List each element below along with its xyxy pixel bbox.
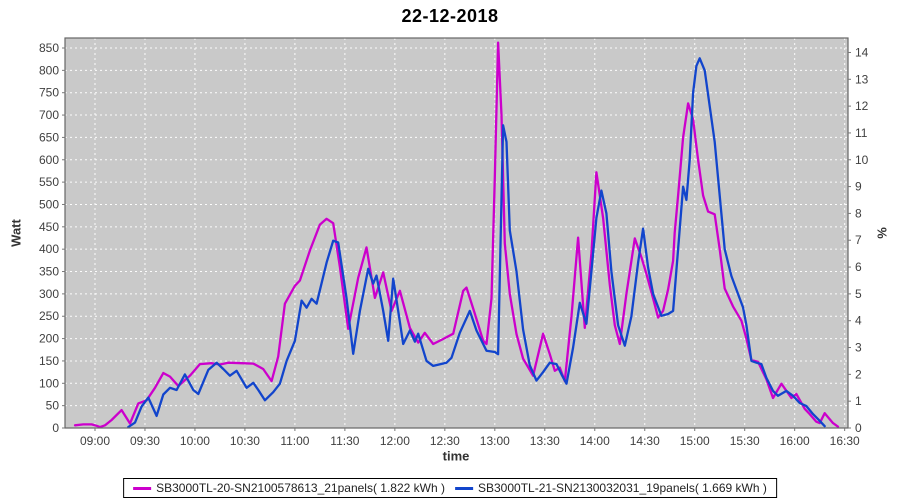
y-left-tick-label: 300 (39, 287, 59, 301)
series2-line-swatch (455, 486, 473, 490)
y-right-tick-label: 10 (855, 153, 869, 167)
chart-title: 22-12-2018 (401, 6, 499, 26)
y-right-tick-label: 5 (855, 287, 862, 301)
plot-background (65, 38, 848, 428)
legend-label-series2: SB3000TL-21-SN2130032031_19panels( 1.669… (478, 481, 767, 495)
y-right-tick-label: 13 (855, 72, 869, 86)
y-left-tick-label: 150 (39, 354, 59, 368)
x-tick-label: 09:30 (130, 434, 160, 448)
legend-label-series1: SB3000TL-20-SN2100578613_21panels( 1.822… (156, 481, 445, 495)
x-tick-label: 10:30 (230, 434, 260, 448)
x-tick-label: 11:00 (280, 434, 309, 448)
x-tick-label: 16:00 (780, 434, 810, 448)
x-tick-label: 14:30 (630, 434, 660, 448)
gridlines (65, 38, 848, 428)
y-right-tick-label: 1 (855, 394, 862, 408)
y-left-tick-label: 800 (39, 63, 59, 77)
tick-labels: 0501001502002503003504004505005506006507… (39, 41, 869, 448)
x-tick-label: 12:30 (430, 434, 460, 448)
y-left-tick-label: 500 (39, 197, 59, 211)
y-axis-label-left: Watt (8, 219, 24, 247)
x-tick-label: 15:30 (730, 434, 760, 448)
series1-line-swatch (133, 486, 152, 490)
y-right-tick-label: 12 (855, 99, 869, 113)
x-tick-label: 13:00 (480, 434, 510, 448)
legend-item-series1: SB3000TL-20-SN2100578613_21panels( 1.822… (133, 481, 445, 495)
y-left-tick-label: 600 (39, 153, 59, 167)
y-left-tick-label: 0 (52, 421, 59, 435)
y-left-tick-label: 100 (39, 376, 59, 390)
series-line-1 (73, 41, 840, 429)
y-right-tick-label: 9 (855, 180, 862, 194)
x-tick-label: 11:30 (330, 434, 359, 448)
y-right-tick-label: 14 (855, 45, 869, 59)
y-right-tick-label: 4 (855, 314, 862, 328)
y-right-tick-label: 0 (855, 421, 862, 435)
y-right-tick-label: 11 (855, 126, 868, 140)
y-left-tick-label: 550 (39, 175, 59, 189)
x-tick-label: 13:30 (530, 434, 560, 448)
y-right-tick-label: 6 (855, 260, 862, 274)
y-left-tick-label: 250 (39, 309, 59, 323)
y-right-tick-label: 7 (855, 233, 862, 247)
series-line-2 (127, 57, 826, 429)
y-left-tick-label: 650 (39, 130, 59, 144)
x-axis-label: time (442, 448, 470, 464)
plot-border (64, 37, 849, 429)
y-left-tick-label: 850 (39, 41, 59, 55)
x-tick-label: 09:00 (80, 434, 110, 448)
y-left-tick-label: 350 (39, 265, 59, 279)
y-left-tick-label: 200 (39, 332, 59, 346)
y-right-tick-label: 3 (855, 341, 862, 355)
legend: SB3000TL-20-SN2100578613_21panels( 1.822… (123, 478, 777, 498)
x-tick-label: 12:00 (380, 434, 410, 448)
y-left-tick-label: 400 (39, 242, 59, 256)
y-axis-label-right: % (874, 227, 890, 239)
x-tick-label: 16:30 (830, 434, 860, 448)
x-tick-label: 14:00 (580, 434, 610, 448)
x-tick-label: 15:00 (680, 434, 710, 448)
y-right-tick-label: 8 (855, 206, 862, 220)
y-left-tick-label: 750 (39, 86, 59, 100)
legend-item-series2: SB3000TL-21-SN2130032031_19panels( 1.669… (455, 481, 767, 495)
y-right-tick-label: 2 (855, 367, 862, 381)
y-left-tick-label: 450 (39, 220, 59, 234)
x-tick-label: 10:00 (180, 434, 210, 448)
y-left-tick-label: 700 (39, 108, 59, 122)
tick-marks (62, 47, 851, 431)
y-left-tick-label: 50 (46, 399, 60, 413)
